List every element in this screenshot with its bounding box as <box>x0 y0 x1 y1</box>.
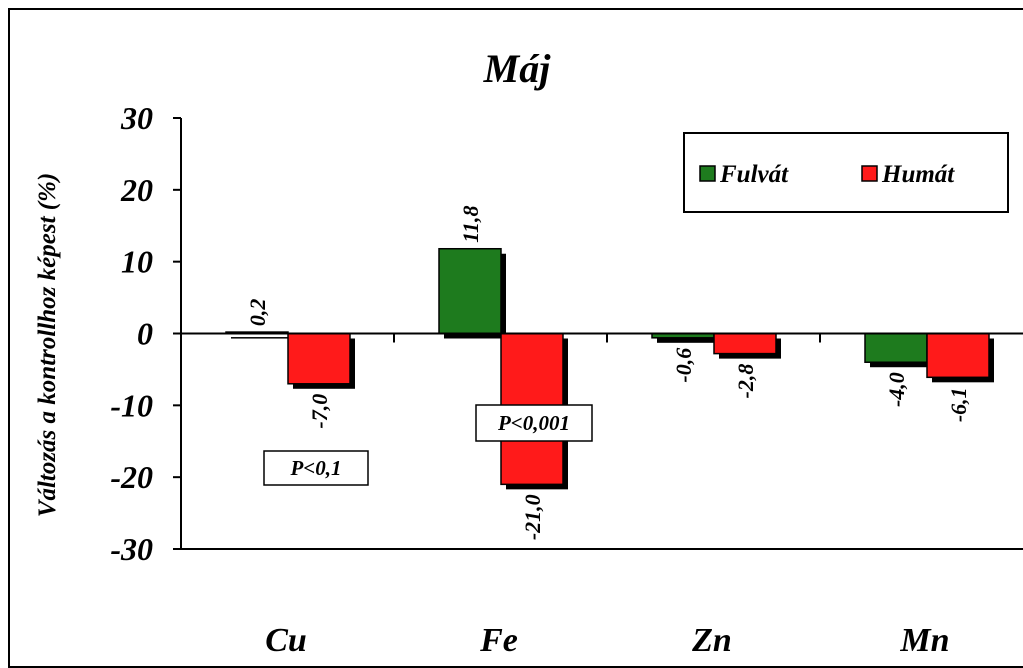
chart-title: Máj <box>483 46 552 91</box>
x-tick-label: Mn <box>899 622 949 659</box>
y-axis-label: Változás a kontrollhoz képest (%) <box>34 173 61 517</box>
y-tick-label: 0 <box>137 316 153 352</box>
bar-shadow <box>231 337 293 339</box>
y-tick-label: 30 <box>120 100 153 136</box>
legend-swatch-humát <box>861 165 878 182</box>
legend-box <box>683 132 1009 213</box>
bar-humát-cu <box>287 332 351 385</box>
plot-area: 30 20 10 0 -10 -20 -30 0,2 -7,0 Cu 11,8 -21,0 Fe -0,6… <box>110 100 1023 659</box>
bar-humát-zn <box>713 332 777 355</box>
bar-fulvát-fe <box>438 247 502 335</box>
x-tick-label: Fe <box>479 622 518 659</box>
y-tick-label: 20 <box>120 172 153 208</box>
data-label: -2,8 <box>733 364 758 399</box>
bar-shadow <box>657 338 719 343</box>
annotation-text: P<0,001 <box>497 411 570 435</box>
data-label: -7,0 <box>307 394 332 429</box>
bar-humát-mn <box>926 332 990 379</box>
data-label: 11,8 <box>458 205 483 242</box>
data-label: -4,0 <box>884 372 909 407</box>
data-label: -0,6 <box>671 348 696 383</box>
x-tick-label: Cu <box>265 622 307 659</box>
y-tick-label: 10 <box>121 244 153 280</box>
data-label: -21,0 <box>520 494 545 540</box>
legend-label: Humát <box>881 161 955 188</box>
y-tick-label: -30 <box>110 531 153 567</box>
legend-swatch-fulvát <box>699 165 716 182</box>
y-tick-label: -10 <box>110 387 153 423</box>
annotation-box <box>475 404 593 442</box>
y-tick-label: -20 <box>110 459 153 495</box>
bar-fulvát-mn <box>864 332 928 363</box>
x-tick-label: Zn <box>691 622 732 659</box>
data-label: 0,2 <box>245 299 270 327</box>
annotation-text: P<0,1 <box>289 456 341 480</box>
data-label: -6,1 <box>946 387 971 422</box>
legend-label: Fulvát <box>719 161 789 188</box>
annotation-box <box>263 450 369 486</box>
